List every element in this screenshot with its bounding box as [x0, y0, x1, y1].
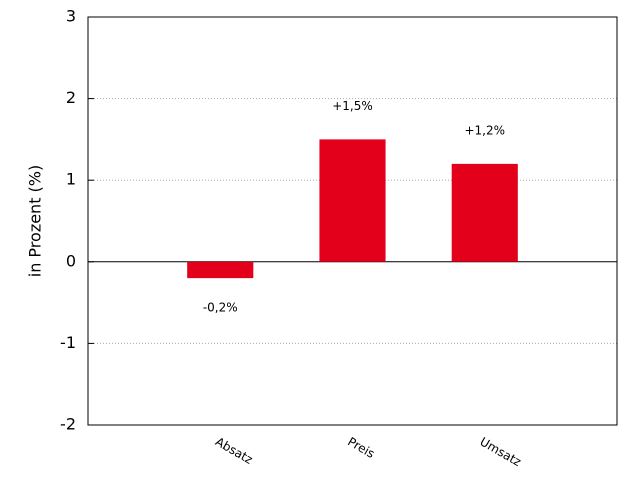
y-tick-label: 1	[66, 170, 76, 189]
y-tick-label: 2	[66, 88, 76, 107]
x-tick-label: Absatz	[213, 435, 255, 467]
y-tick-label: 3	[66, 7, 76, 26]
y-tick-label: -2	[60, 415, 76, 434]
bar	[319, 139, 386, 262]
value-label: +1,2%	[464, 123, 505, 137]
y-tick-label: 0	[66, 251, 76, 270]
x-tick-label: Preis	[345, 435, 377, 461]
bar	[187, 261, 254, 279]
x-tick-label: Umsatz	[478, 435, 524, 470]
value-label: +1,5%	[332, 99, 373, 113]
plot-frame	[87, 16, 618, 426]
y-axis-label: in Prozent (%)	[26, 165, 45, 277]
value-label: -0,2%	[203, 301, 238, 315]
y-tick-label: -1	[60, 333, 76, 352]
bar	[451, 163, 518, 262]
